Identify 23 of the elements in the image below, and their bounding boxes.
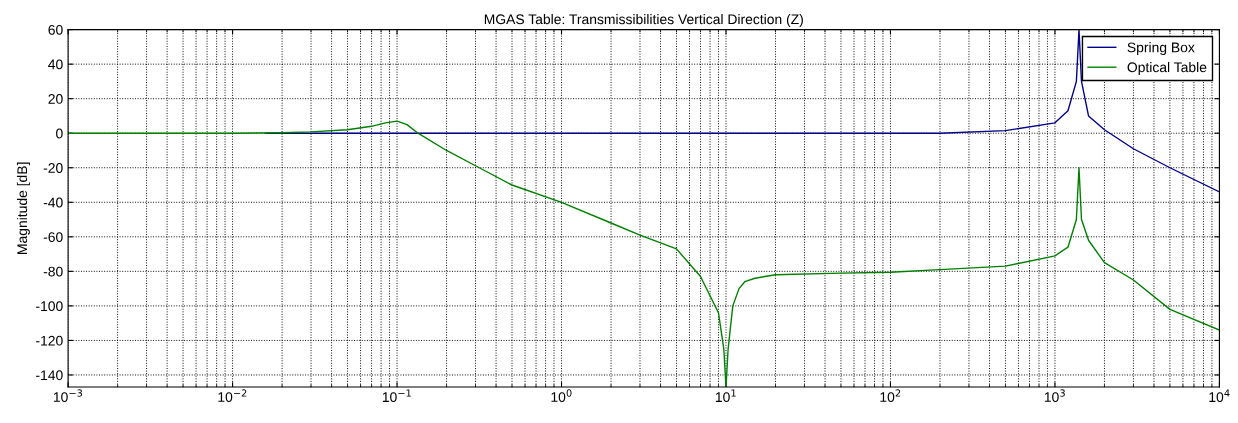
y-tick-label: -40 <box>43 197 63 208</box>
y-tick-label: -60 <box>43 232 63 242</box>
y-tick-label: 0 <box>56 128 63 139</box>
y-tick-label: -20 <box>43 163 63 173</box>
x-tick-label: 10$^{3}$ <box>1044 389 1065 402</box>
y-tick-label: 60 <box>48 24 63 35</box>
x-tick-label: 10$^{4}$ <box>1209 389 1230 403</box>
x-tick-label: 10$^{2}$ <box>880 389 901 402</box>
x-tick-label: 10$^{−1}$ <box>382 389 411 403</box>
y-tick-label: -120 <box>36 335 63 346</box>
legend-label: Spring Box <box>1127 42 1195 56</box>
x-tick-label: 10$^{0}$ <box>551 389 572 402</box>
chart-title: MGAS Table: Transmissibilities Vertical Direction (Z) <box>484 13 803 27</box>
y-tick-label: -80 <box>43 266 63 277</box>
y-tick-label: -100 <box>36 301 63 312</box>
y-tick-label: -140 <box>36 370 63 381</box>
legend-label: Optical Table <box>1127 62 1207 75</box>
x-tick-label: 10$^{1}$ <box>715 389 736 403</box>
y-axis-title: Magnitude [dB] <box>16 162 30 254</box>
x-tick-label: 10$^{−2}$ <box>218 389 247 402</box>
x-tick-label: 10$^{−3}$ <box>53 389 83 402</box>
y-tick-label: 40 <box>48 59 63 70</box>
y-tick-label: 20 <box>48 94 63 104</box>
